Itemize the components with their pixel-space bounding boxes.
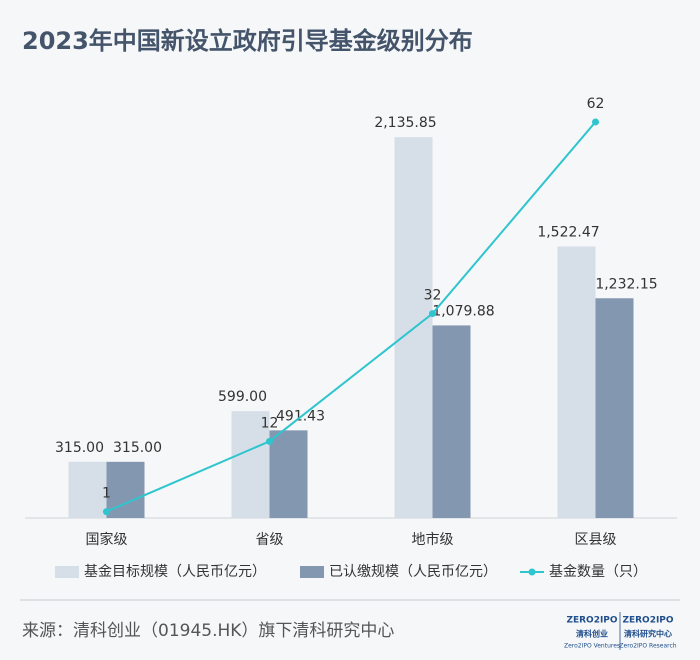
line-value-label: 12 — [261, 415, 279, 431]
logo-name: 清科研究中心 — [624, 629, 672, 639]
line-point — [429, 310, 436, 318]
bar — [269, 430, 308, 518]
legend-label: 基金目标规模（人民币亿元） — [84, 563, 266, 580]
bar-value-label: 2,135.85 — [374, 115, 436, 131]
line-value-label: 62 — [587, 96, 605, 112]
bar-value-label: 1,522.47 — [537, 224, 599, 240]
logo-name: 清科创业 — [576, 629, 608, 639]
source: 来源：清科创业（01945.HK）旗下清科研究中心 — [22, 621, 394, 641]
bar-value-label: 599.00 — [218, 389, 267, 405]
line-point — [592, 118, 599, 126]
bar — [595, 298, 634, 518]
line-value-label: 1 — [102, 486, 111, 502]
legend-swatch — [300, 566, 324, 578]
logo-mark: ZERO2IPO — [566, 616, 617, 626]
x-tick-label: 国家级 — [86, 531, 128, 548]
logo-sub: Zero2IPO Ventures — [564, 643, 620, 650]
bar-value-label: 1,232.15 — [595, 276, 657, 292]
line-value-label: 32 — [424, 288, 442, 304]
bar — [557, 246, 596, 518]
bar-value-label: 315.00 — [55, 440, 104, 456]
line — [106, 121, 597, 513]
chart-title: 2023年中国新设立政府引导基金级别分布 — [22, 27, 473, 55]
legend-label: 已认缴规模（人民币亿元） — [329, 564, 497, 580]
logo-sub: Zero2IPO Research — [619, 643, 676, 650]
logo-mark: ZERO2IPO — [622, 616, 673, 626]
line-point — [103, 508, 110, 516]
bar — [68, 461, 107, 518]
x-tick-label: 区县级 — [575, 532, 617, 548]
x-tick-label: 地市级 — [412, 531, 454, 548]
bar-value-label: 315.00 — [113, 440, 162, 456]
bar — [231, 411, 270, 518]
legend-swatch — [55, 566, 79, 578]
line-point — [266, 437, 273, 445]
legend-label: 基金数量（只） — [549, 563, 647, 580]
bar-value-label: 1,079.88 — [432, 303, 494, 319]
legend-swatch — [528, 568, 536, 576]
bar — [432, 325, 471, 518]
x-tick-label: 省级 — [256, 532, 284, 548]
